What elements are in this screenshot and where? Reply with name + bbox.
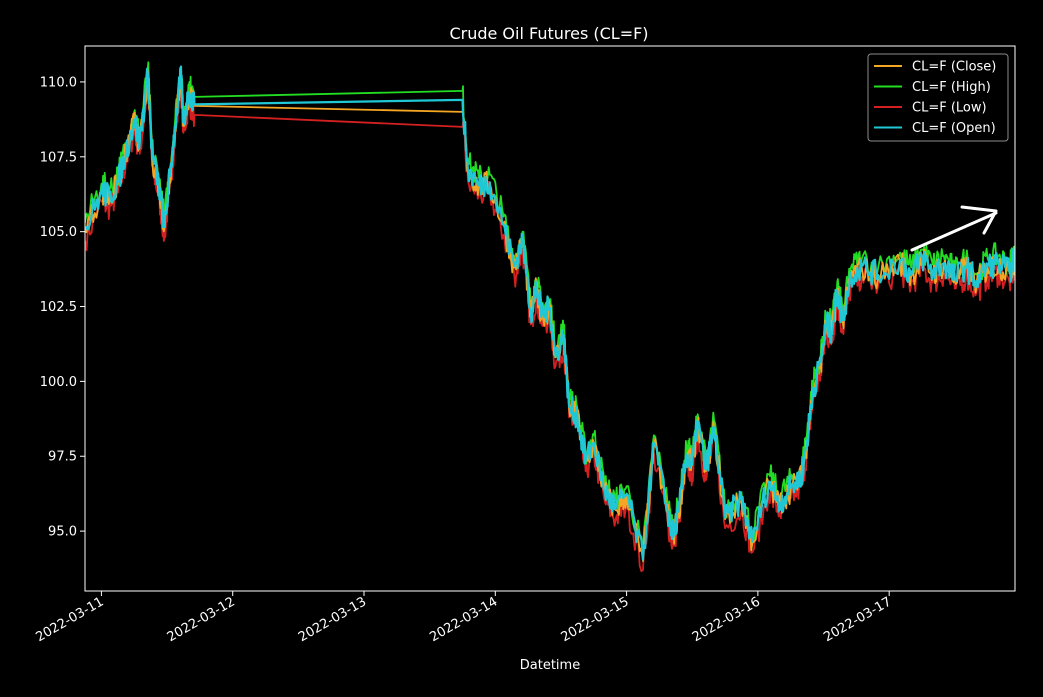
legend-label: CL=F (High) <box>912 80 991 95</box>
x-tick-label: 2022-03-12 <box>165 594 238 645</box>
x-tick-label: 2022-03-17 <box>821 594 894 645</box>
y-tick-label: 97.5 <box>48 450 77 465</box>
x-tick-label: 2022-03-16 <box>690 594 763 645</box>
y-tick-label: 105.0 <box>40 225 77 240</box>
legend-label: CL=F (Close) <box>912 60 996 75</box>
arrow-head <box>960 205 998 235</box>
legend-box <box>867 53 1009 142</box>
y-tick-label: 102.5 <box>40 300 77 315</box>
x-tick-label: 2022-03-13 <box>296 594 369 645</box>
y-tick-label: 107.5 <box>40 150 77 165</box>
chart-title: Crude Oil Futures (CL=F) <box>449 24 648 43</box>
legend: CL=F (Close) CL=F (High) CL=F (Low) CL=F (O… <box>867 53 1009 142</box>
arrow-shaft <box>910 211 998 252</box>
x-axis: 2022-03-11 2022-03-12 2022-03-13 2022-03-14… <box>33 591 894 645</box>
y-tick-label: 95.0 <box>48 525 77 540</box>
plot-area <box>84 45 1016 592</box>
series-line <box>85 65 1015 561</box>
x-tick-label: 2022-03-14 <box>427 594 500 645</box>
price-lines <box>85 61 1015 573</box>
x-axis-label: Datetime <box>520 658 580 673</box>
y-tick-label: 100.0 <box>40 375 77 390</box>
x-tick-label: 2022-03-15 <box>559 594 632 645</box>
legend-label: CL=F (Low) <box>912 101 987 116</box>
y-axis: 95.0 97.5 100.0 102.5 105.0 107.5 110.0 <box>40 75 85 540</box>
annotation-arrow <box>910 205 998 252</box>
y-tick-label: 110.0 <box>40 75 77 90</box>
legend-label: CL=F (Open) <box>912 121 996 136</box>
x-tick-label: 2022-03-11 <box>33 594 106 645</box>
